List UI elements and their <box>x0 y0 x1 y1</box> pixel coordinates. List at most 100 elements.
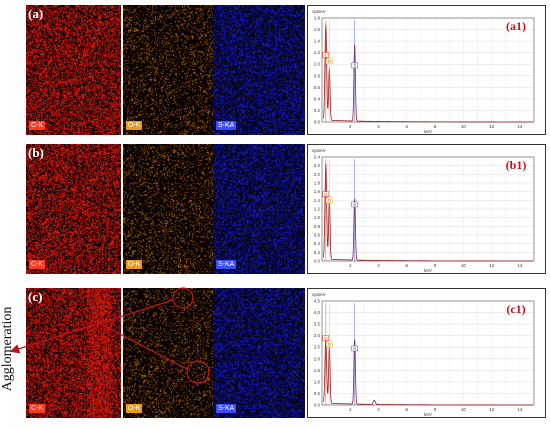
agglomeration-circle-lower <box>186 360 210 384</box>
spectrum-line <box>323 24 533 123</box>
sulfur-tag: S-KA <box>216 121 237 130</box>
agglomeration-arrow-upper <box>9 299 174 354</box>
panel-label-b: (b) <box>28 145 44 160</box>
element-marker-box <box>351 345 358 352</box>
x-tick-label: 14 <box>517 263 523 268</box>
agglomeration-arrow-lower <box>94 320 188 370</box>
oxygen-tag: O-K <box>126 260 143 269</box>
oxygen-map-b: O-K <box>123 144 213 274</box>
separator <box>121 5 123 135</box>
spectrum-line <box>323 338 533 406</box>
row-a: (a) C-K O-K S-KA cps/eV 1.8 1.6 1.4 1.2 1.0 0.… <box>0 5 550 135</box>
spectrum-panel-label: (b1) <box>506 158 527 172</box>
x-axis-label: keV <box>424 412 432 417</box>
spectrum-line <box>323 163 533 262</box>
y-tick-label: 0.0 <box>314 120 321 125</box>
x-tick-label: 14 <box>517 124 523 129</box>
peak-label: O <box>328 199 331 203</box>
y-tick-label: 0.2 <box>314 108 321 113</box>
agglomeration-circle-upper <box>172 287 194 309</box>
y-tick-label: 1.6 <box>314 27 321 32</box>
carbon-tag: C-K <box>29 404 46 413</box>
peak-label: C <box>324 53 327 57</box>
separator <box>121 144 123 274</box>
x-tick-label: 12 <box>489 263 495 268</box>
x-tick-label: 2 <box>349 263 352 268</box>
x-tick-label: 12 <box>489 407 495 412</box>
sulfur-tag: S-KA <box>216 260 237 269</box>
separator <box>121 288 123 418</box>
y-tick-label: 1.2 <box>314 50 321 55</box>
spectrum-chart-b1: cps/eV 2.4 2.2 2.0 1.8 1.6 1.4 1.2 1.0 0.8 0.6 0.4 0… <box>312 148 535 273</box>
peak-label: O <box>328 343 331 347</box>
element-marker-box <box>351 62 358 69</box>
spectrum-unit: cps/eV <box>312 148 326 153</box>
x-tick-label: 2 <box>349 407 352 412</box>
x-tick-label: 4 <box>377 263 380 268</box>
row-c: (c) C-K O-K S-KA cps/eV 4.5 4.0 3.5 3.0 2.5 2.… <box>0 288 550 418</box>
x-axis-label: keV <box>424 129 432 134</box>
spectrum-panel-label: (c1) <box>506 302 525 316</box>
y-tick-label: 0.0 <box>314 259 321 264</box>
y-tick-label: 1.8 <box>314 181 321 186</box>
y-tick-label: 0.6 <box>314 85 321 90</box>
carbon-tag: C-K <box>29 260 46 269</box>
y-tick-label: 1.0 <box>314 379 321 384</box>
x-tick-label: 10 <box>461 263 467 268</box>
carbon-tag: C-K <box>29 121 46 130</box>
peak-label: S <box>353 64 356 68</box>
eds-spectrum-c1: cps/eV 4.5 4.0 3.5 3.0 2.5 2.0 1.5 1.0 0.5 0.0 2 4 6 8… <box>307 288 546 418</box>
y-tick-label: 0.4 <box>314 241 321 246</box>
sulfur-map-a: S-KA <box>213 5 305 135</box>
spectrum-unit: cps/eV <box>312 9 326 14</box>
carbon-map-b: (b) C-K <box>26 144 121 274</box>
y-tick-label: 1.4 <box>314 39 321 44</box>
panel-label-c: (c) <box>28 289 43 304</box>
y-tick-label: 1.0 <box>314 62 321 67</box>
element-marker-box <box>326 58 333 65</box>
x-tick-label: 8 <box>434 263 437 268</box>
y-tick-label: 2.2 <box>314 163 321 168</box>
element-marker-box <box>322 191 330 197</box>
y-tick-label: 0.2 <box>314 250 321 255</box>
element-marker-box <box>326 197 333 204</box>
y-tick-label: 0.5 <box>314 391 321 396</box>
x-tick-label: 10 <box>461 124 467 129</box>
y-tick-label: 2.5 <box>314 345 321 350</box>
y-tick-label: 3.5 <box>314 322 321 327</box>
x-tick-label: 10 <box>461 407 467 412</box>
y-tick-label: 0.8 <box>314 73 321 78</box>
element-marker-box <box>322 52 330 58</box>
oxygen-tag: O-K <box>126 121 143 130</box>
y-tick-label: 1.0 <box>314 215 321 220</box>
row-b: (b) C-K O-K S-KA cps/eV 2.4 2.2 2.0 1.8 1.6 1.… <box>0 144 550 274</box>
eds-spectrum-b1: cps/eV 2.4 2.2 2.0 1.8 1.6 1.4 1.2 1.0 0.8 0.6 0.4 0… <box>307 144 546 274</box>
x-tick-label: 4 <box>377 407 380 412</box>
oxygen-tag: O-K <box>126 404 143 413</box>
x-tick-label: 2 <box>349 124 352 129</box>
carbon-map-c: (c) C-K <box>26 288 121 418</box>
y-tick-label: 0.8 <box>314 224 321 229</box>
y-tick-label: 4.0 <box>314 310 321 315</box>
spectrum-chart-a1: cps/eV 1.8 1.6 1.4 1.2 1.0 0.8 0.6 0.4 0.2 0.0 2 4 6 8… <box>312 9 535 134</box>
panel-label-a: (a) <box>28 6 44 21</box>
peak-label: S <box>353 347 356 351</box>
x-tick-label: 8 <box>434 407 437 412</box>
peak-label: C <box>324 192 327 196</box>
spectrum-chart-c1: cps/eV 4.5 4.0 3.5 3.0 2.5 2.0 1.5 1.0 0.5 0.0 2 4 6 8… <box>312 292 535 417</box>
element-marker-box <box>351 201 358 208</box>
carbon-map-a: (a) C-K <box>26 5 121 135</box>
y-tick-label: 1.5 <box>314 368 321 373</box>
peak-label: S <box>353 203 356 207</box>
spectrum-panel-label: (a1) <box>506 19 526 33</box>
y-tick-label: 2.0 <box>314 356 321 361</box>
element-marker-box <box>326 341 333 348</box>
y-tick-label: 2.0 <box>314 172 321 177</box>
y-tick-label: 1.8 <box>314 16 321 21</box>
peak-label: C <box>324 336 327 340</box>
y-tick-label: 0.0 <box>314 403 321 408</box>
x-tick-label: 6 <box>406 263 409 268</box>
peak-label: O <box>328 60 331 64</box>
y-tick-label: 0.4 <box>314 96 321 101</box>
y-tick-label: 0.6 <box>314 233 321 238</box>
